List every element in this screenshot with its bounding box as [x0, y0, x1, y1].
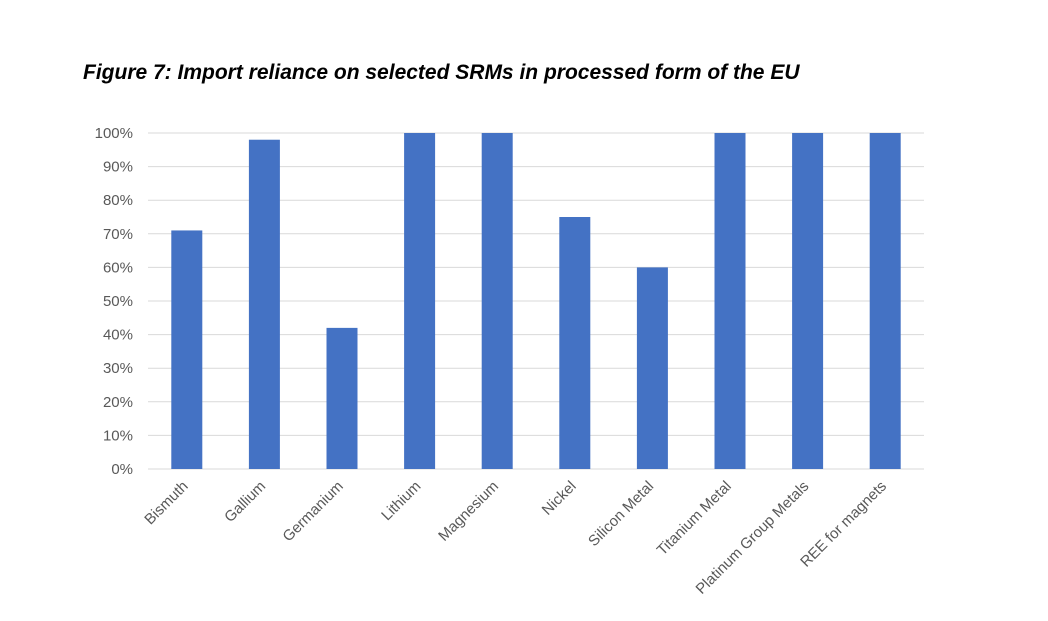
bar-ree-for-magnets [869, 133, 901, 469]
x-tick-label: REE for magnets [797, 478, 890, 571]
y-tick-label: 50% [103, 293, 133, 310]
y-tick-label: 60% [103, 259, 133, 276]
x-tick-label: Bismuth [141, 478, 191, 528]
y-tick-label: 40% [103, 327, 133, 344]
bar-germanium [326, 327, 358, 469]
y-tick-label: 0% [111, 461, 133, 478]
y-tick-label: 70% [103, 226, 133, 243]
bar-titanium-metal [714, 133, 746, 469]
y-tick-label: 100% [95, 125, 133, 142]
x-tick-label: Nickel [539, 478, 580, 519]
bar-lithium [404, 133, 436, 469]
y-tick-label: 10% [103, 427, 133, 444]
y-axis-tick-labels: 0% 10% 20% 30% 40% 50% 60% 70% 80% 90% 100% [95, 125, 133, 478]
y-tick-label: 90% [103, 159, 133, 176]
bar-silicon-metal [636, 267, 668, 469]
bars [171, 133, 901, 469]
bar-bismuth [171, 230, 203, 469]
y-tick-label: 80% [103, 192, 133, 209]
y-tick-label: 20% [103, 394, 133, 411]
bar-platinum-group-metals [792, 133, 824, 469]
x-tick-label: Magnesium [435, 478, 502, 545]
x-tick-label: Lithium [378, 478, 424, 524]
x-axis-tick-labels: Bismuth Gallium Germanium Lithium Magnesium N… [141, 478, 890, 598]
bar-gallium [248, 139, 280, 469]
bar-magnesium [481, 133, 513, 469]
y-tick-label: 30% [103, 360, 133, 377]
x-tick-label: Titanium Metal [654, 478, 735, 559]
x-tick-label: Silicon Metal [585, 478, 657, 550]
bar-nickel [559, 217, 591, 469]
figure-title: Figure 7: Import reliance on selected SR… [83, 61, 800, 84]
x-tick-label: Germanium [279, 478, 346, 545]
x-tick-label: Gallium [221, 478, 269, 526]
